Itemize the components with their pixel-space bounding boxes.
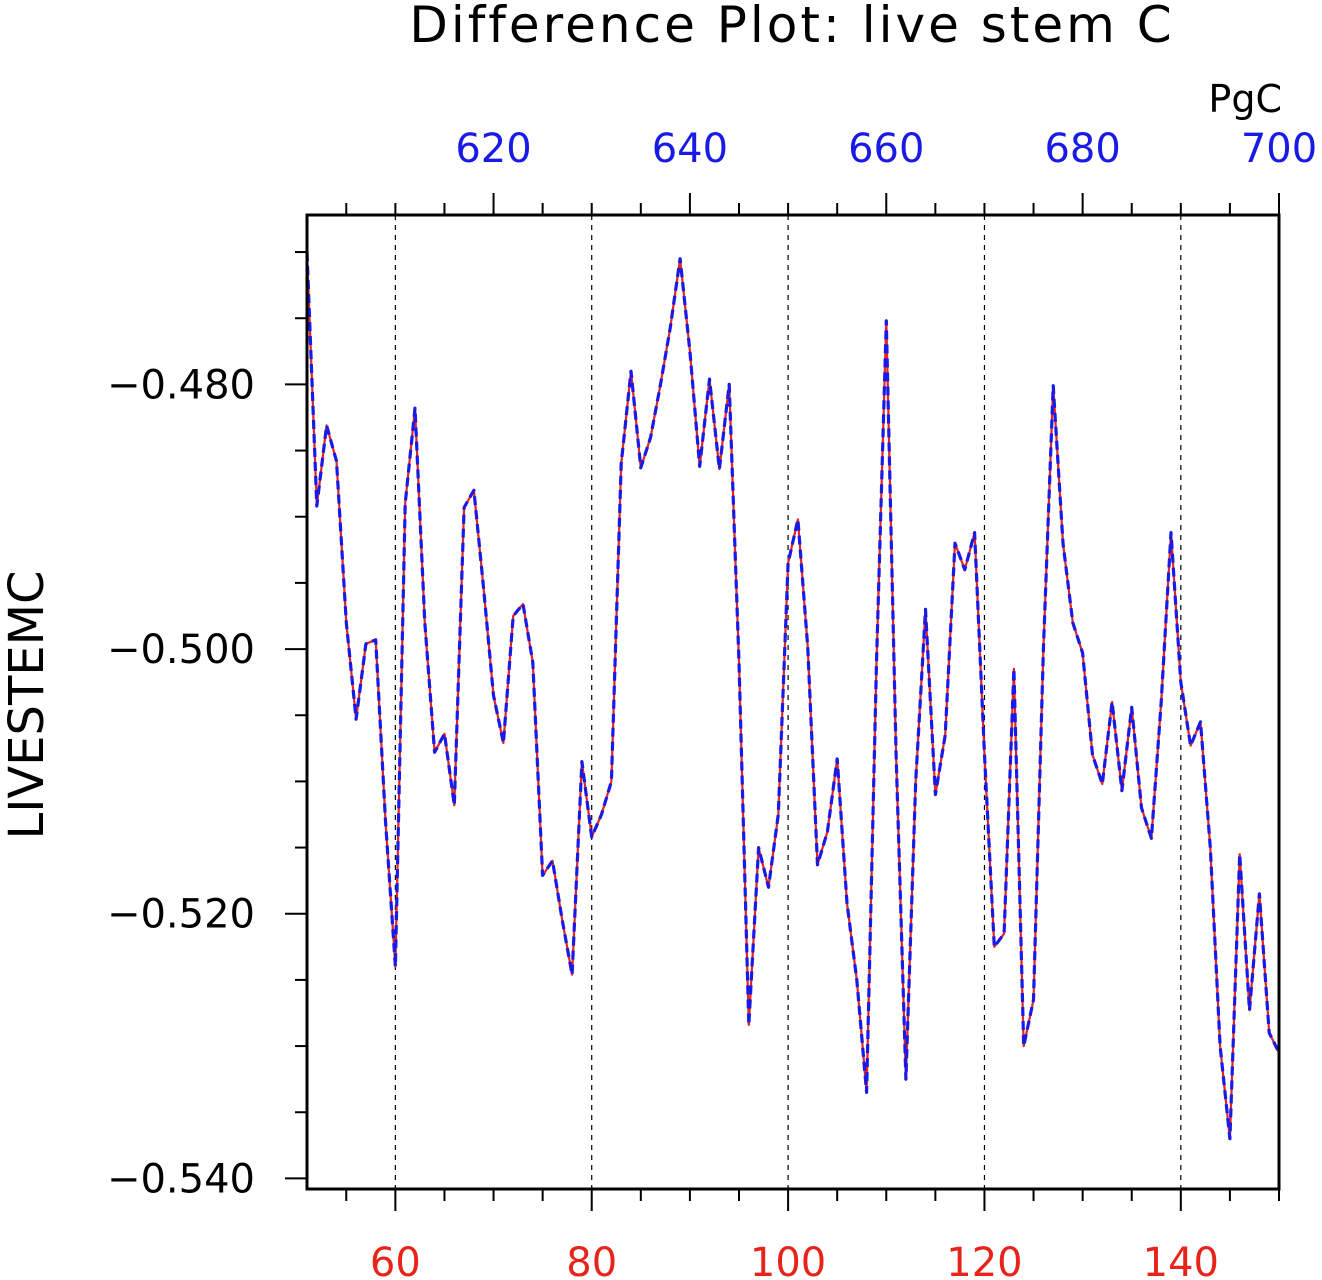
left-tick-label: −0.540: [107, 1156, 255, 1202]
bottom-tick-label: 80: [566, 1240, 617, 1280]
bottom-tick-label: 120: [946, 1240, 1022, 1280]
bottom-tick-label: 60: [370, 1240, 421, 1280]
axes: [305, 213, 1281, 1191]
bottom-tick-label: 100: [750, 1240, 826, 1280]
vertical-grid-lines: [394, 215, 1182, 1189]
series-lines: [305, 252, 1281, 1141]
y-axis-label: LIVESTEMC: [0, 570, 55, 839]
top-tick-label: 680: [1044, 126, 1120, 172]
top-tick-label: 660: [848, 126, 924, 172]
left-tick-label: −0.500: [107, 627, 255, 673]
top-tick-label: 700: [1241, 126, 1317, 172]
top-axis-units-label: PgC: [1208, 77, 1282, 121]
chart-title: Difference Plot: live stem C: [409, 0, 1174, 54]
bottom-tick-label: 140: [1143, 1240, 1219, 1280]
tick-marks: [285, 193, 1280, 1211]
series-line-red: [305, 252, 1280, 1140]
left-tick-label: −0.520: [107, 892, 255, 938]
plot-frame: [305, 213, 1281, 1191]
series-line-blue: [305, 252, 1281, 1141]
top-tick-label: 640: [652, 126, 728, 172]
tick-labels: 60 80 100 120 140 620 640 660 680 700 −0.480 −0.500…: [107, 126, 1317, 1280]
top-tick-label: 620: [455, 126, 531, 172]
left-tick-label: −0.480: [107, 362, 255, 408]
